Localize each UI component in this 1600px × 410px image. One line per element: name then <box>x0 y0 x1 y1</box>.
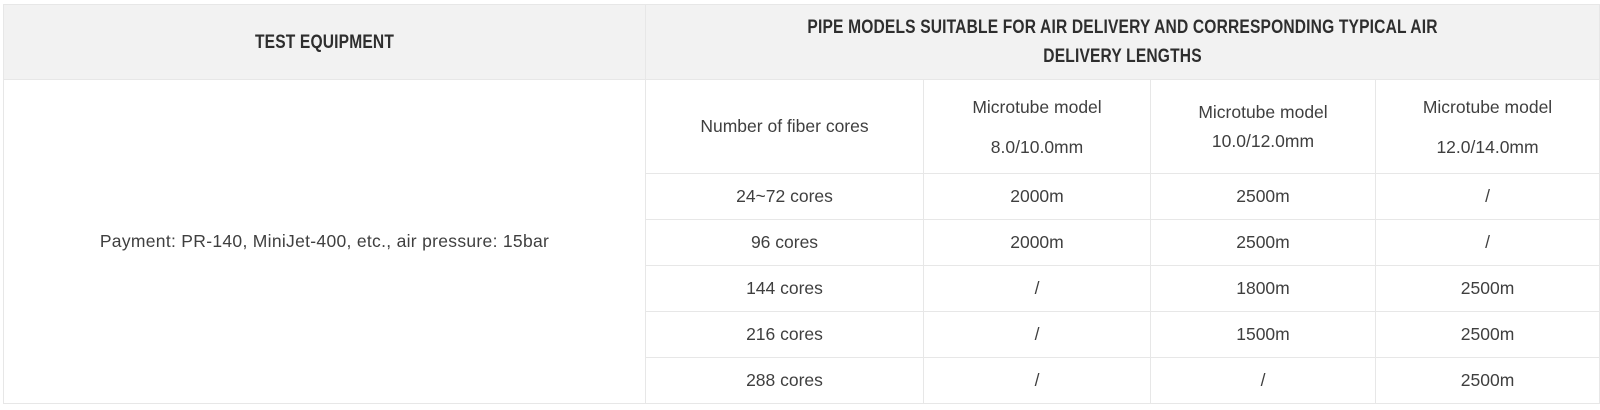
pipe-models-label-line1: PIPE MODELS SUITABLE FOR AIR DELIVERY AN… <box>807 17 1438 38</box>
cell-m10: 2500m <box>1150 173 1376 220</box>
spec-table: TEST EQUIPMENT PIPE MODELS SUITABLE FOR … <box>3 4 1600 404</box>
microtube-12-14-line1: Microtube model <box>1422 96 1553 117</box>
cell-m8: / <box>923 357 1151 404</box>
header-cell-test-equipment: TEST EQUIPMENT <box>3 4 646 80</box>
pipe-models-label-line2: DELIVERY LENGTHS <box>1043 46 1202 67</box>
column-header-microtube-8-10: Microtube model 8.0/10.0mm <box>923 79 1151 174</box>
cell-m10: 1800m <box>1150 265 1376 312</box>
cell-m12: 2500m <box>1374 357 1600 404</box>
microtube-8-10-line1: Microtube model <box>972 96 1102 117</box>
column-header-fiber-cores: Number of fiber cores <box>645 79 924 174</box>
cell-m10: 1500m <box>1150 311 1376 358</box>
column-header-microtube-12-14: Microtube model 12.0/14.0mm <box>1374 79 1600 174</box>
table-row: 288 cores / / 2500m <box>4 357 1600 404</box>
cell-m8: / <box>923 311 1151 358</box>
cell-cores: 96 cores <box>645 219 924 266</box>
header-cell-pipe-models: PIPE MODELS SUITABLE FOR AIR DELIVERY AN… <box>644 4 1600 80</box>
equipment-cell: Payment: PR-140, MiniJet-400, etc., air … <box>3 79 646 404</box>
microtube-12-14-line2: 12.0/14.0mm <box>1436 136 1539 157</box>
table-subheader-row: Payment: PR-140, MiniJet-400, etc., air … <box>3 79 1600 404</box>
cell-m12: / <box>1374 173 1600 220</box>
cell-cores: 288 cores <box>645 357 924 404</box>
cell-m8: / <box>923 265 1151 312</box>
table-row: 144 cores / 1800m 2500m <box>4 265 1600 312</box>
cell-m12: 2500m <box>1374 265 1600 312</box>
cell-cores: 24~72 cores <box>645 173 924 220</box>
microtube-10-12-line2: 10.0/12.0mm <box>1211 131 1315 151</box>
cell-cores: 216 cores <box>645 311 924 358</box>
cell-m8: 2000m <box>923 173 1151 220</box>
table-row: 96 cores 2000m 2500m / <box>4 219 1600 266</box>
table-header-row: TEST EQUIPMENT PIPE MODELS SUITABLE FOR … <box>3 4 1600 80</box>
test-equipment-label: TEST EQUIPMENT <box>254 31 395 53</box>
cell-m10: / <box>1150 357 1376 404</box>
cell-cores: 144 cores <box>645 265 924 312</box>
table-row: 216 cores / 1500m 2500m <box>4 311 1600 358</box>
cell-m12: / <box>1374 219 1600 266</box>
cell-m10: 2500m <box>1150 219 1376 266</box>
microtube-8-10-line2: 8.0/10.0mm <box>990 136 1084 157</box>
microtube-10-12-line1: Microtube model <box>1198 102 1328 122</box>
cell-m8: 2000m <box>923 219 1151 266</box>
cell-m12: 2500m <box>1374 311 1600 358</box>
column-header-microtube-10-12: Microtube model 10.0/12.0mm <box>1150 79 1376 174</box>
table-row: 24~72 cores 2000m 2500m / <box>4 173 1600 220</box>
